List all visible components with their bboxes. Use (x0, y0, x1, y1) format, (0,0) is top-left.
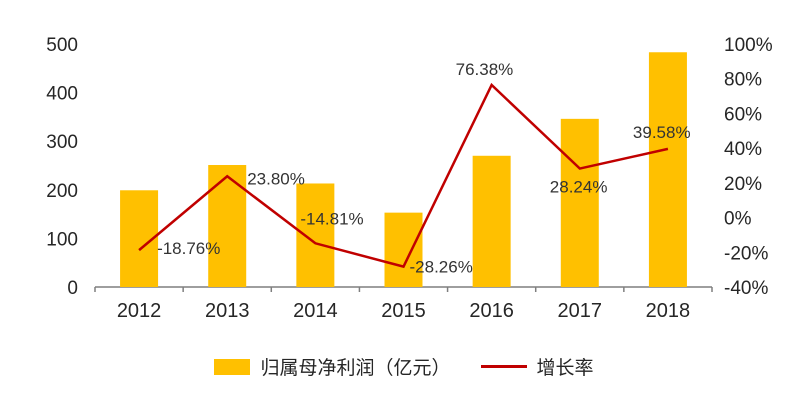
bar-swatch-icon (214, 358, 251, 375)
chart-canvas: 0 100 200 300 400 500 -40% -20% 0% 20% 40% 60% 80% 10… (46, 35, 773, 322)
right-axis-tick-label: -40% (724, 278, 768, 299)
x-axis-category-label: 2018 (646, 300, 691, 322)
right-axis-tick-label: 20% (724, 174, 762, 195)
legend-item-line: 增长率 (480, 353, 594, 380)
legend-line-label: 增长率 (536, 358, 594, 379)
growth-label-2017: 28.24% (550, 178, 608, 197)
growth-label-2018: 39.58% (633, 123, 691, 142)
growth-rate-line (138, 82, 669, 269)
legend-item-bar: 归属母净利润（亿元） (214, 353, 451, 380)
x-axis-category-label: 2015 (381, 300, 426, 322)
line-swatch-icon (480, 365, 527, 368)
bar-2018 (648, 52, 687, 288)
left-axis-tick-label: 500 (46, 35, 78, 56)
x-axis-category-label: 2014 (293, 300, 338, 322)
x-axis-category-label: 2017 (558, 300, 603, 322)
legend: 归属母净利润（亿元） 增长率 (0, 353, 808, 380)
left-axis-tick-label: 200 (46, 181, 78, 202)
x-axis-category-label: 2012 (117, 300, 162, 322)
right-axis-tick-label: -20% (724, 243, 768, 264)
growth-label-2016: 76.38% (456, 60, 514, 79)
right-axis-tick-label: 80% (724, 70, 762, 91)
right-axis-tick-label: 40% (724, 139, 762, 160)
left-axis-tick-label: 300 (46, 132, 78, 153)
growth-label-2014: -14.81% (300, 209, 363, 228)
left-axis-tick-label: 100 (46, 229, 78, 250)
growth-label-2013: 23.80% (247, 169, 305, 188)
bar-2017 (560, 118, 599, 288)
right-axis-tick-label: 100% (724, 35, 773, 56)
left-axis-tick-label: 400 (46, 84, 78, 105)
growth-label-2012: -18.76% (157, 239, 220, 258)
legend-bar-label: 归属母净利润（亿元） (260, 358, 451, 379)
right-axis-tick-label: 0% (724, 209, 752, 230)
x-axis-category-label: 2016 (469, 300, 514, 322)
x-axis-category-label: 2013 (205, 300, 250, 322)
bar-2013 (208, 165, 247, 287)
bar-2016 (472, 155, 511, 287)
left-axis-tick-label: 0 (67, 278, 78, 299)
right-axis-tick-label: 60% (724, 104, 762, 125)
bar-2014 (296, 183, 335, 287)
bar-2015 (384, 212, 423, 287)
growth-label-2015: -28.26% (410, 258, 473, 277)
